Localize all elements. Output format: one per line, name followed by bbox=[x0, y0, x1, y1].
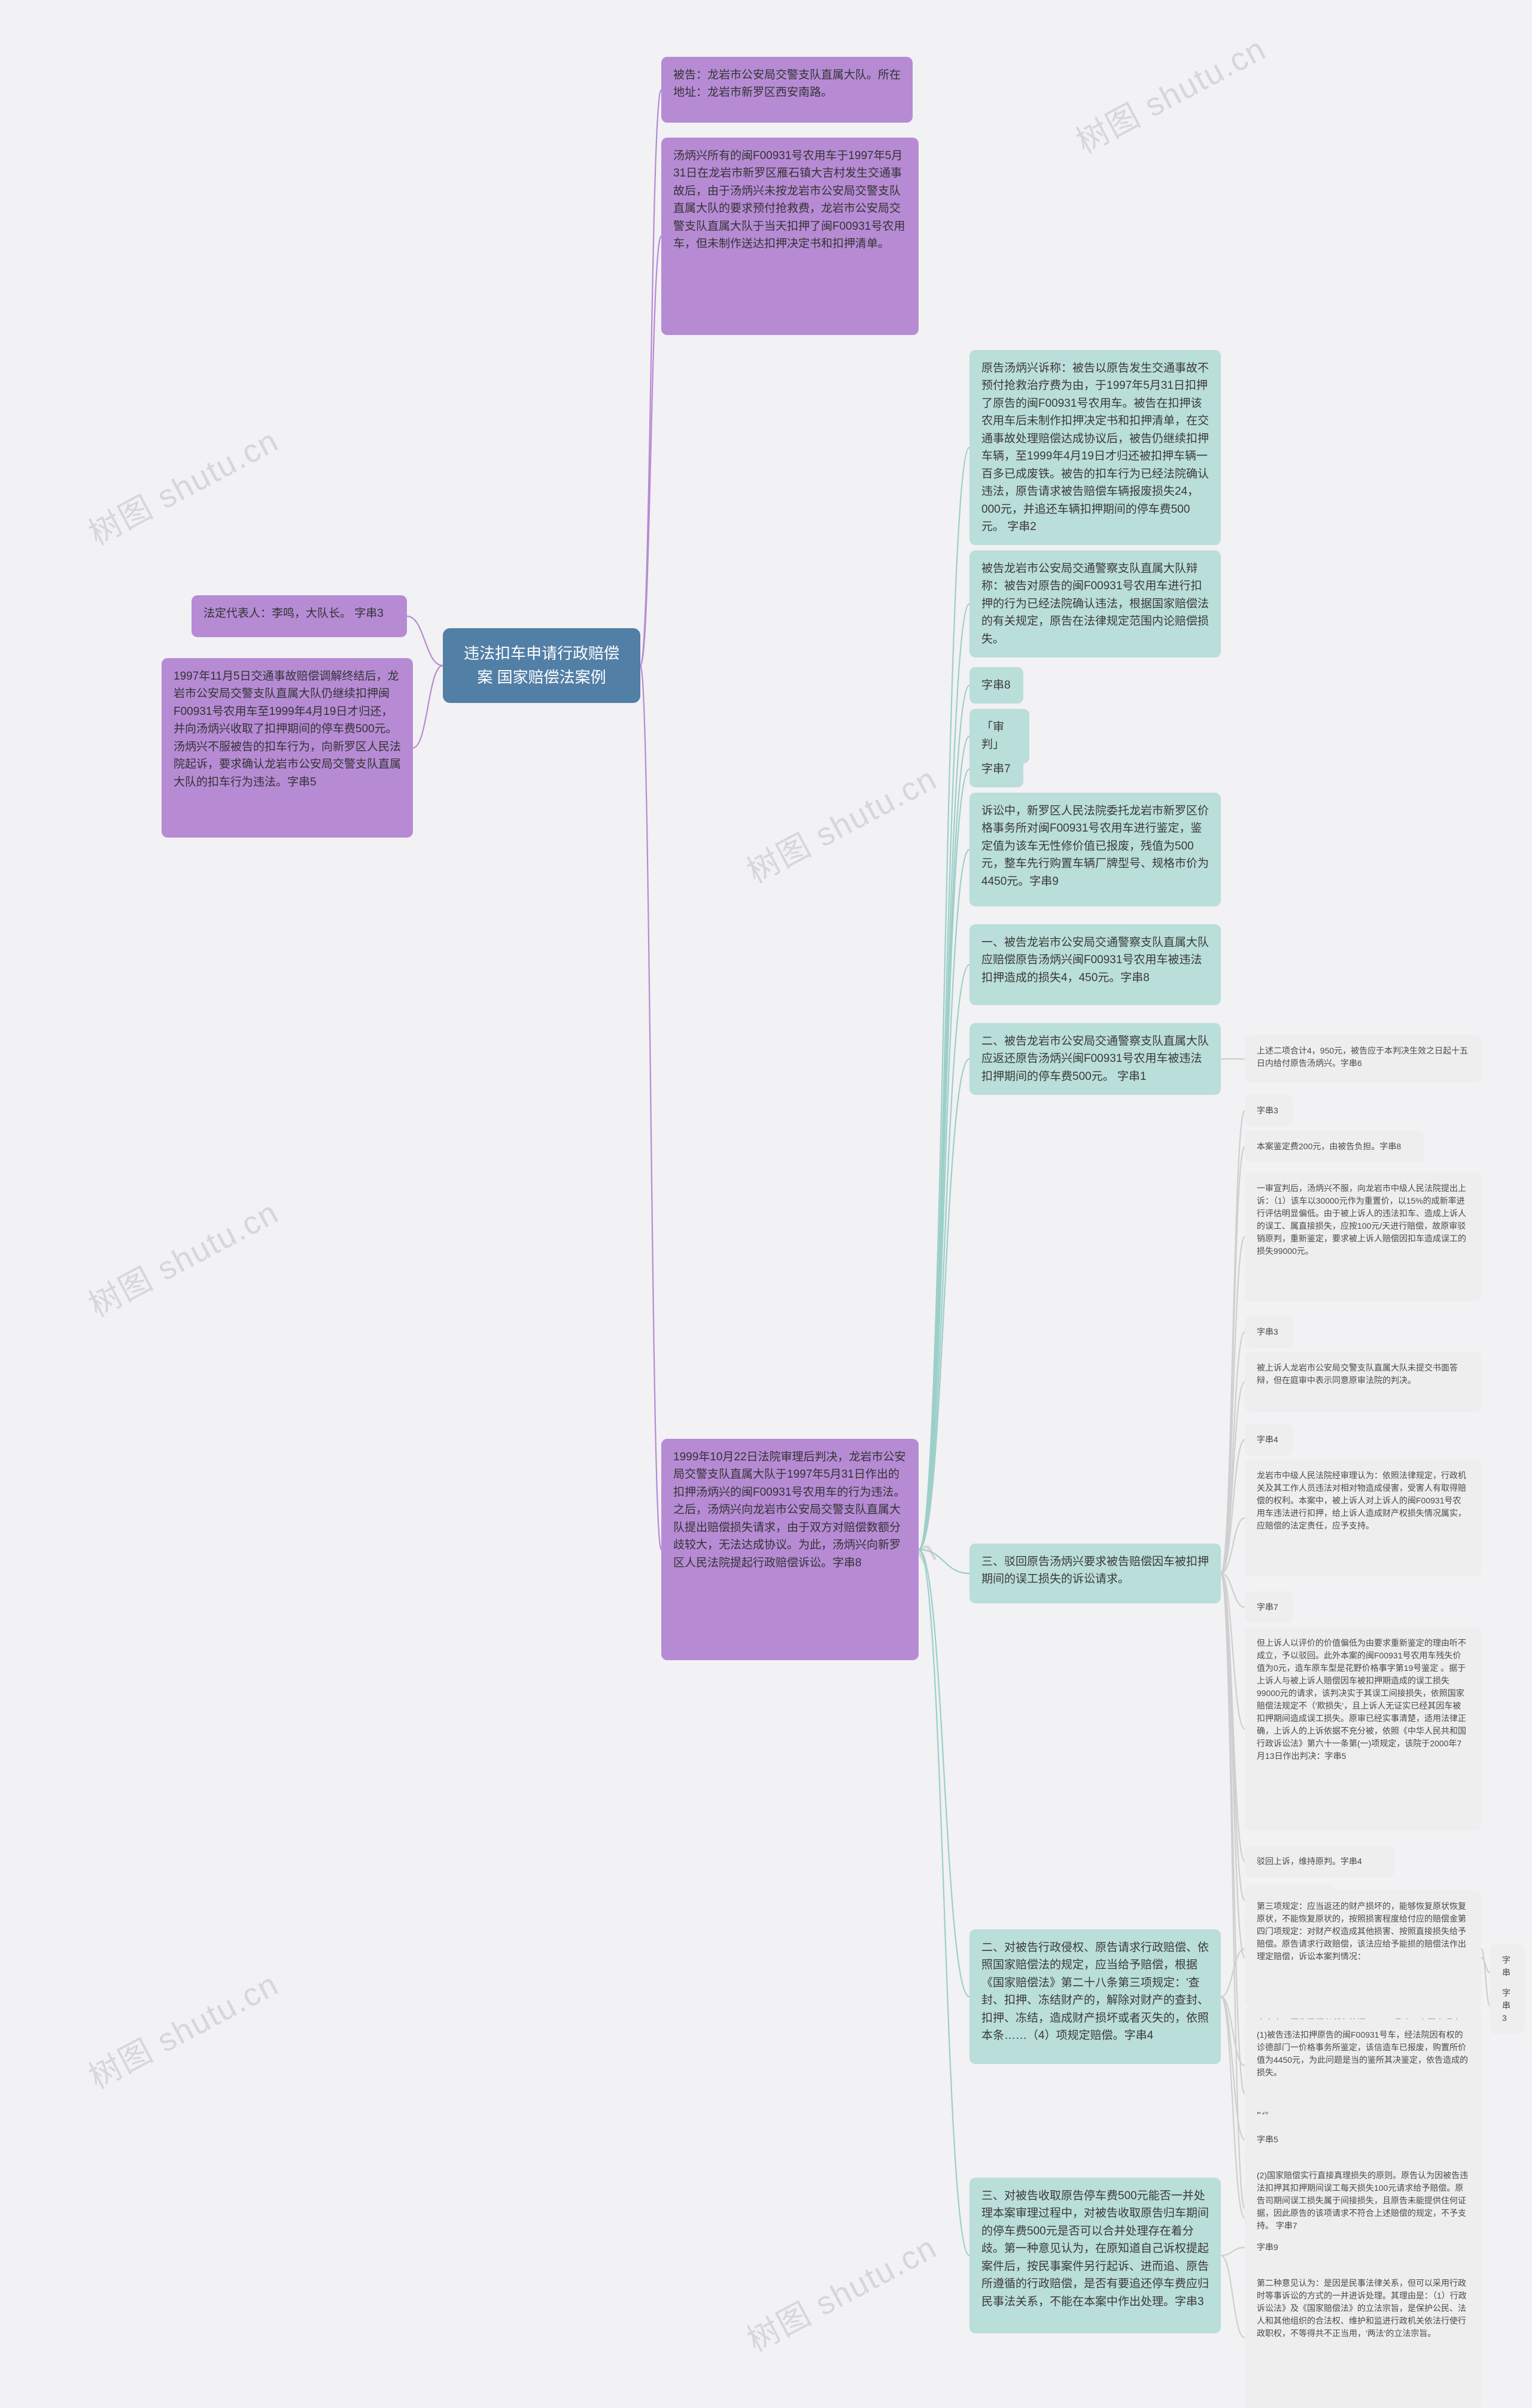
text: 第三项规定：应当返还的财产损坏的，能够恢复原状恢复原状，不能恢复原状的，按照损害… bbox=[1257, 1901, 1466, 1961]
text: 字串7 bbox=[1257, 1602, 1278, 1612]
text: 1997年11月5日交通事故赔偿调解终结后，龙岩市公安局交警支队直属大队仍继续扣… bbox=[174, 670, 401, 789]
teal-5[interactable]: 字串7 bbox=[969, 751, 1023, 787]
watermark: 树图 shutu.cn bbox=[737, 2221, 944, 2361]
text: 驳回上诉，维持原判。字串4 bbox=[1257, 1856, 1362, 1866]
gray-t10-0[interactable]: 第三项规定：应当返还的财产损坏的，能够恢复原状恢复原状，不能恢复原状的，按照损害… bbox=[1245, 1891, 1481, 2007]
gray-t11-1[interactable]: 第二种意见认为：是因是民事法律关系，但可以采用行政时等事诉讼的方式的一并进诉处理… bbox=[1245, 2267, 1481, 2408]
text: 诉讼中，新罗区人民法院委托龙岩市新罗区价格事务所对闽F00931号农用车进行鉴定… bbox=[981, 805, 1209, 888]
gray-t10-2[interactable]: 字串5 bbox=[1245, 2124, 1293, 2156]
text: 字串5 bbox=[1257, 2135, 1278, 2144]
teal-2[interactable]: 被告龙岩市公安局交通警察支队直属大队辩称：被告对原告的闽F00931号农用车进行… bbox=[969, 550, 1221, 657]
text: 「审判」 bbox=[981, 721, 1004, 751]
gray-1[interactable]: 上述二项合计4，950元，被告应于本判决生效之日起十五日内给付原告汤炳兴。字串6 bbox=[1245, 1035, 1481, 1083]
text: 法定代表人：李鸣，大队长。 字串3 bbox=[203, 607, 384, 620]
text: (2)国家赔偿实行直接真理损失的原则。原告认为因被告违法扣押其扣押期间误工每天损… bbox=[1257, 2170, 1468, 2230]
text: 汤炳兴所有的闽F00931号农用车于1997年5月31日在龙岩市新罗区雁石镇大吉… bbox=[673, 150, 905, 250]
text: 一审宣判后，汤炳兴不服，向龙岩市中级人民法院提出上诉：（1）该车以30000元作… bbox=[1257, 1183, 1466, 1256]
text: 字串9 bbox=[1257, 2242, 1278, 2252]
text: 二、对被告行政侵权、原告请求行政赔偿、依照国家赔偿法的规定，应当给予赔偿，根据《… bbox=[981, 1941, 1209, 2042]
text: 字串4 bbox=[1257, 1435, 1278, 1444]
teal-7[interactable]: 一、被告龙岩市公安局交通警察支队直属大队应赔偿原告汤炳兴闽F00931号农用车被… bbox=[969, 924, 1221, 1005]
right-purple-2[interactable]: 汤炳兴所有的闽F00931号农用车于1997年5月31日在龙岩市新罗区雁石镇大吉… bbox=[661, 138, 919, 335]
watermark: 树图 shutu.cn bbox=[1066, 23, 1273, 163]
teal-3[interactable]: 字串8 bbox=[969, 667, 1023, 704]
gray-6[interactable]: 被上诉人龙岩市公安局交警支队直属大队未提交书面答辩，但在庭审中表示同意原审法院的… bbox=[1245, 1352, 1481, 1412]
gray-5[interactable]: 字串3 bbox=[1245, 1316, 1293, 1348]
text: (1)被告违法扣押原告的闽F00931号车，经法院因有权的诊德部门一价格事务所鉴… bbox=[1257, 2030, 1468, 2077]
text: 被告：龙岩市公安局交警支队直属大队。所在地址：龙岩市新罗区西安南路。 bbox=[673, 69, 901, 99]
text: 字串3 bbox=[1257, 1106, 1278, 1115]
teal-11[interactable]: 三、对被告收取原告停车费500元能否一并处理本案审理过程中，对被告收取原告归车期… bbox=[969, 2178, 1221, 2333]
text: 原告汤炳兴诉称：被告以原告发生交通事故不预付抢救治疗费为由，于1997年5月31… bbox=[981, 362, 1209, 533]
text: 上述二项合计4，950元，被告应于本判决生效之日起十五日内给付原告汤炳兴。字串6 bbox=[1257, 1046, 1468, 1068]
text: 字串8 bbox=[981, 679, 1011, 692]
text: 字串3 bbox=[1257, 1327, 1278, 1337]
gray-8[interactable]: 龙岩市中级人民法院经审理认为：依照法律规定，行政机关及其工作人员违法对相对物造成… bbox=[1245, 1460, 1481, 1576]
text: 一、被告龙岩市公安局交通警察支队直属大队应赔偿原告汤炳兴闽F00931号农用车被… bbox=[981, 936, 1209, 984]
root-node[interactable]: 违法扣车申请行政赔偿案 国家赔偿法案例 bbox=[443, 628, 640, 703]
gray-3[interactable]: 本案鉴定费200元，由被告负担。字串8 bbox=[1245, 1131, 1424, 1162]
root-label: 违法扣车申请行政赔偿案 国家赔偿法案例 bbox=[464, 644, 619, 686]
teal-9[interactable]: 三、驳回原告汤炳兴要求被告赔偿因车被扣押期间的误工损失的诉讼请求。 bbox=[969, 1544, 1221, 1603]
watermark: 树图 shutu.cn bbox=[737, 753, 944, 893]
gray-9[interactable]: 字串7 bbox=[1245, 1591, 1293, 1623]
right-purple-1[interactable]: 被告：龙岩市公安局交警支队直属大队。所在地址：龙岩市新罗区西安南路。 bbox=[661, 57, 913, 123]
text: 字串3 bbox=[1502, 1988, 1510, 2023]
gray-7[interactable]: 字串4 bbox=[1245, 1424, 1293, 1456]
text: 第二种意见认为：是因是民事法律关系，但可以采用行政时等事诉讼的方式的一并进诉处理… bbox=[1257, 2278, 1467, 2338]
gray-t11-0[interactable]: 字串9 bbox=[1245, 2232, 1293, 2263]
left-node-rep[interactable]: 法定代表人：李鸣，大队长。 字串3 bbox=[192, 595, 407, 637]
teal-1[interactable]: 原告汤炳兴诉称：被告以原告发生交通事故不预付抢救治疗费为由，于1997年5月31… bbox=[969, 350, 1221, 545]
text: 但上诉人以评价的价值偏低为由要求重新鉴定的理由听不成立，予以驳回。此外本案的闽F… bbox=[1257, 1638, 1466, 1761]
text: 二、被告龙岩市公安局交通警察支队直属大队应返还原告汤炳兴闽F00931号农用车被… bbox=[981, 1035, 1209, 1083]
teal-8[interactable]: 二、被告龙岩市公安局交通警察支队直属大队应返还原告汤炳兴闽F00931号农用车被… bbox=[969, 1023, 1221, 1095]
text: 1999年10月22日法院审理后判决，龙岩市公安局交警支队直属大队于1997年5… bbox=[673, 1451, 906, 1569]
gray-x2[interactable]: 字串3 bbox=[1490, 1977, 1525, 2034]
teal-10[interactable]: 二、对被告行政侵权、原告请求行政赔偿、依照国家赔偿法的规定，应当给予赔偿，根据《… bbox=[969, 1929, 1221, 2064]
gray-4[interactable]: 一审宣判后，汤炳兴不服，向龙岩市中级人民法院提出上诉：（1）该车以30000元作… bbox=[1245, 1173, 1481, 1301]
left-node-case[interactable]: 1997年11月5日交通事故赔偿调解终结后，龙岩市公安局交警支队直属大队仍继续扣… bbox=[162, 658, 413, 838]
watermark: 树图 shutu.cn bbox=[79, 1186, 285, 1326]
text: 字串7 bbox=[981, 763, 1011, 775]
text: 三、对被告收取原告停车费500元能否一并处理本案审理过程中，对被告收取原告归车期… bbox=[981, 2190, 1209, 2308]
gray-10[interactable]: 但上诉人以评价的价值偏低为由要求重新鉴定的理由听不成立，予以驳回。此外本案的闽F… bbox=[1245, 1627, 1481, 1831]
gray-11[interactable]: 驳回上诉，维持原判。字串4 bbox=[1245, 1846, 1394, 1877]
text: 被上诉人龙岩市公安局交警支队直属大队未提交书面答辩，但在庭审中表示同意原审法院的… bbox=[1257, 1363, 1458, 1385]
text: 被告龙岩市公安局交通警察支队直属大队辩称：被告对原告的闽F00931号农用车进行… bbox=[981, 562, 1209, 646]
watermark: 树图 shutu.cn bbox=[79, 415, 285, 555]
teal-6[interactable]: 诉讼中，新罗区人民法院委托龙岩市新罗区价格事务所对闽F00931号农用车进行鉴定… bbox=[969, 793, 1221, 906]
text: 本案鉴定费200元，由被告负担。字串8 bbox=[1257, 1141, 1401, 1151]
text: 龙岩市中级人民法院经审理认为：依照法律规定，行政机关及其工作人员违法对相对物造成… bbox=[1257, 1471, 1466, 1530]
right-purple-3[interactable]: 1999年10月22日法院审理后判决，龙岩市公安局交警支队直属大队于1997年5… bbox=[661, 1439, 919, 1660]
watermark: 树图 shutu.cn bbox=[79, 1958, 285, 2098]
text: 三、驳回原告汤炳兴要求被告赔偿因车被扣押期间的误工损失的诉讼请求。 bbox=[981, 1555, 1209, 1585]
gray-2[interactable]: 字串3 bbox=[1245, 1095, 1293, 1127]
gray-t10-1[interactable]: (1)被告违法扣押原告的闽F00931号车，经法院因有权的诊德部门一价格事务所鉴… bbox=[1245, 2019, 1481, 2112]
